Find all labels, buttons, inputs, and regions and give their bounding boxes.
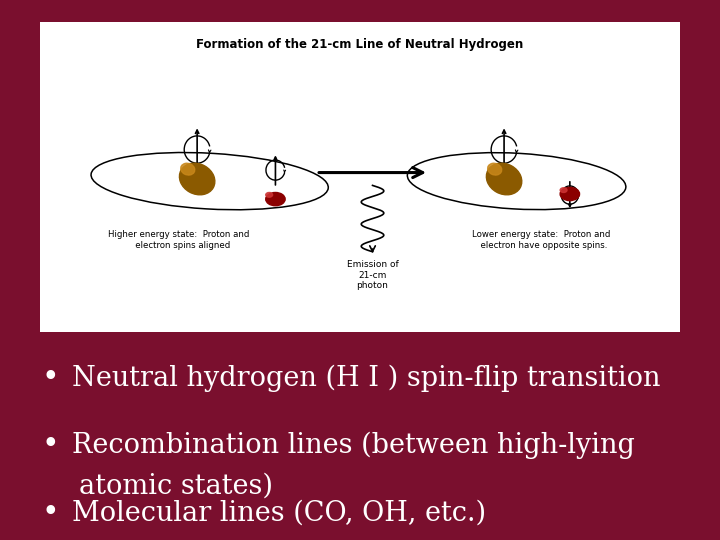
Text: Higher energy state:  Proton and
   electron spins aligned: Higher energy state: Proton and electron… [108, 231, 249, 250]
Text: •: • [42, 431, 59, 460]
Ellipse shape [486, 163, 522, 195]
Ellipse shape [179, 163, 215, 195]
Text: Formation of the 21-cm Line of Neutral Hydrogen: Formation of the 21-cm Line of Neutral H… [197, 38, 523, 51]
Circle shape [560, 188, 567, 192]
Text: •: • [42, 364, 59, 392]
Text: Lower energy state:  Proton and
  electron have opposite spins.: Lower energy state: Proton and electron … [472, 231, 611, 250]
Circle shape [560, 187, 580, 201]
Text: atomic states): atomic states) [79, 472, 273, 500]
Ellipse shape [487, 163, 502, 175]
Circle shape [266, 192, 285, 206]
Text: Neutral hydrogen (H I ) spin-flip transition: Neutral hydrogen (H I ) spin-flip transi… [72, 364, 660, 391]
Circle shape [266, 192, 273, 197]
Text: Molecular lines (CO, OH, etc.): Molecular lines (CO, OH, etc.) [72, 500, 486, 526]
Ellipse shape [181, 163, 195, 175]
Text: Recombination lines (between high-lying: Recombination lines (between high-lying [72, 432, 635, 459]
Text: Emission of
21-cm
photon: Emission of 21-cm photon [346, 260, 398, 290]
Text: •: • [42, 499, 59, 527]
